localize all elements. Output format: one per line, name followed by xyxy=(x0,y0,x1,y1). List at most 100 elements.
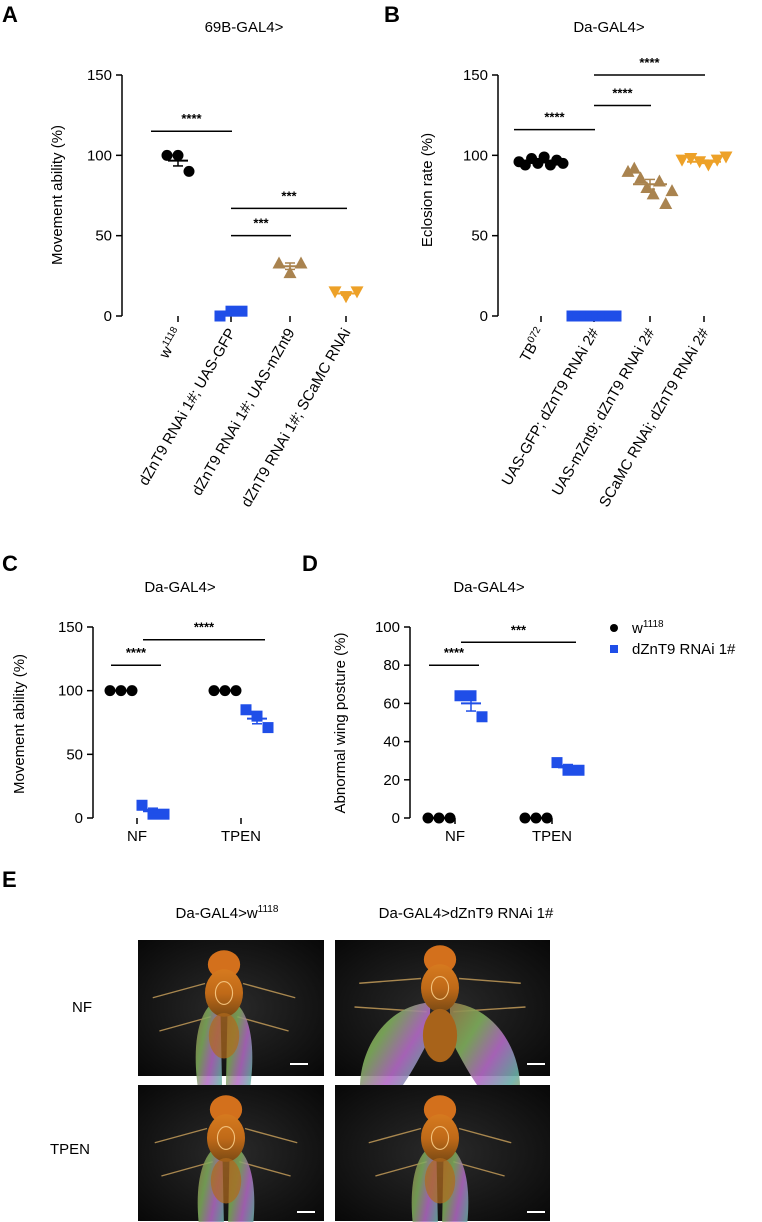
y-tick-label: 150 xyxy=(87,67,112,84)
data-point xyxy=(422,812,434,824)
x-category-label: UAS-GFP; dZnT9 RNAi 2# xyxy=(499,325,603,489)
legend-label-w1118: w1118 xyxy=(631,619,664,637)
x-category-label: dZnT9 RNAi 1#; UAS-mZnt9 xyxy=(189,326,299,499)
y-tick-label: 100 xyxy=(87,147,112,164)
x-category-label-text: dZnT9 RNAi 1#; SCaMC RNAi xyxy=(238,326,354,511)
y-tick-label: 20 xyxy=(383,772,400,789)
chart-title: Da-GAL4> xyxy=(144,579,216,596)
panel-e-col1-header: Da-GAL4>w1118 xyxy=(176,904,279,922)
x-category-label: TPEN xyxy=(532,828,572,845)
y-tick-label: 100 xyxy=(58,683,83,700)
significance-label: *** xyxy=(511,622,527,637)
data-point xyxy=(573,764,585,776)
y-tick-label: 100 xyxy=(463,147,488,164)
x-category-label: dZnT9 RNAi 1#; UAS-GFP xyxy=(136,326,240,489)
legend-marker-w1118 xyxy=(610,624,618,632)
significance-label: *** xyxy=(281,188,297,203)
x-category-label: TB072 xyxy=(516,325,550,365)
panel-label-b: B xyxy=(384,2,400,27)
x-category-label-text: NF xyxy=(127,828,147,845)
x-category-label: UAS-mZnt9; dZnT9 RNAi 2# xyxy=(549,325,659,499)
x-category-label-text: TPEN xyxy=(221,828,261,845)
x-category-label-text: UAS-mZnt9; dZnT9 RNAi 2# xyxy=(549,325,659,499)
x-category-label-text: dZnT9 RNAi 1#; UAS-mZnt9 xyxy=(189,326,299,499)
significance-label: *** xyxy=(253,216,269,231)
data-point xyxy=(476,711,488,723)
significance-label: **** xyxy=(612,86,633,101)
chart-d: Da-GAL4> Abnormal wing posture (%) 0 20 40 60… xyxy=(332,579,585,845)
legend: w1118 dZnT9 RNAi 1# xyxy=(610,619,736,658)
data-point xyxy=(541,812,553,824)
data-point xyxy=(350,286,364,299)
data-point xyxy=(104,685,116,697)
legend-label-dznt9: dZnT9 RNAi 1# xyxy=(632,641,736,658)
chart-a: 69B-GAL4> Movement ability (%) 0 50 100 150 w1… xyxy=(49,19,364,510)
y-tick-label: 0 xyxy=(392,810,400,827)
y-tick-label: 60 xyxy=(383,695,400,712)
x-category-label: NF xyxy=(127,828,147,845)
y-tick-label: 50 xyxy=(471,228,488,245)
data-point xyxy=(719,151,733,164)
data-point xyxy=(158,808,170,820)
x-category-label-text: dZnT9 RNAi 1#; UAS-GFP xyxy=(136,326,240,489)
x-category-label-text: UAS-GFP; dZnT9 RNAi 2# xyxy=(499,325,603,489)
fly-photo-wt-nf xyxy=(138,940,324,1127)
significance-label: **** xyxy=(444,645,465,660)
x-category-label-text: TPEN xyxy=(532,828,572,845)
significance-label: **** xyxy=(126,645,147,660)
y-tick-label: 40 xyxy=(383,734,400,751)
data-point xyxy=(214,310,226,322)
panel-label-a: A xyxy=(2,2,18,27)
chart-b: Da-GAL4>Eclosion rate (%)050100150TB072U… xyxy=(419,19,733,510)
data-point xyxy=(627,161,641,174)
chart-title: Da-GAL4> xyxy=(573,19,645,36)
fly-photo-rnai-nf xyxy=(335,940,550,1114)
y-axis-label: Eclosion rate (%) xyxy=(419,133,436,247)
y-tick-label: 100 xyxy=(375,619,400,636)
data-point xyxy=(538,151,550,163)
panel-label-c: C xyxy=(2,551,18,576)
data-point xyxy=(610,310,622,322)
data-point xyxy=(230,685,242,697)
y-axis-label: Movement ability (%) xyxy=(11,654,28,794)
x-category-label-sup: 1118 xyxy=(160,325,180,349)
fly-photo-rnai-tpen xyxy=(335,1085,550,1222)
significance-label: **** xyxy=(181,111,202,126)
fly-photo-wt-tpen xyxy=(138,1085,324,1222)
chart-title: 69B-GAL4> xyxy=(205,19,284,36)
data-point xyxy=(634,171,648,184)
data-point xyxy=(659,197,673,210)
data-point xyxy=(328,286,342,299)
data-point xyxy=(183,165,195,177)
y-tick-label: 50 xyxy=(95,228,112,245)
y-tick-label: 50 xyxy=(66,746,83,763)
data-point xyxy=(262,722,274,734)
y-tick-label: 0 xyxy=(104,308,112,325)
data-point xyxy=(557,157,569,169)
x-category-label-sup: 072 xyxy=(526,325,544,345)
x-category-label: dZnT9 RNAi 1#; SCaMC RNAi xyxy=(238,326,354,511)
x-category-label-text: TB xyxy=(517,340,541,365)
x-category-label-text: NF xyxy=(445,828,465,845)
data-point xyxy=(665,184,679,197)
x-category-label: w1118 xyxy=(155,325,187,363)
panel-e-col2-header: Da-GAL4>dZnT9 RNAi 1# xyxy=(379,905,554,922)
x-category-label: SCaMC RNAi; dZnT9 RNAi 2# xyxy=(596,325,713,510)
data-point xyxy=(283,266,297,279)
x-category-label: TPEN xyxy=(221,828,261,845)
x-category-label: NF xyxy=(445,828,465,845)
data-point xyxy=(240,704,252,716)
data-point xyxy=(684,153,698,166)
y-tick-label: 80 xyxy=(383,657,400,674)
data-point xyxy=(710,154,724,167)
significance-label: **** xyxy=(544,110,565,125)
panel-label-d: D xyxy=(302,551,318,576)
data-point xyxy=(675,154,689,167)
x-category-label-text: SCaMC RNAi; dZnT9 RNAi 2# xyxy=(596,325,713,510)
panel-label-e: E xyxy=(2,867,17,892)
data-point xyxy=(621,164,635,177)
data-point xyxy=(161,149,173,161)
y-axis-label: Movement ability (%) xyxy=(49,125,66,265)
y-tick-label: 150 xyxy=(463,67,488,84)
